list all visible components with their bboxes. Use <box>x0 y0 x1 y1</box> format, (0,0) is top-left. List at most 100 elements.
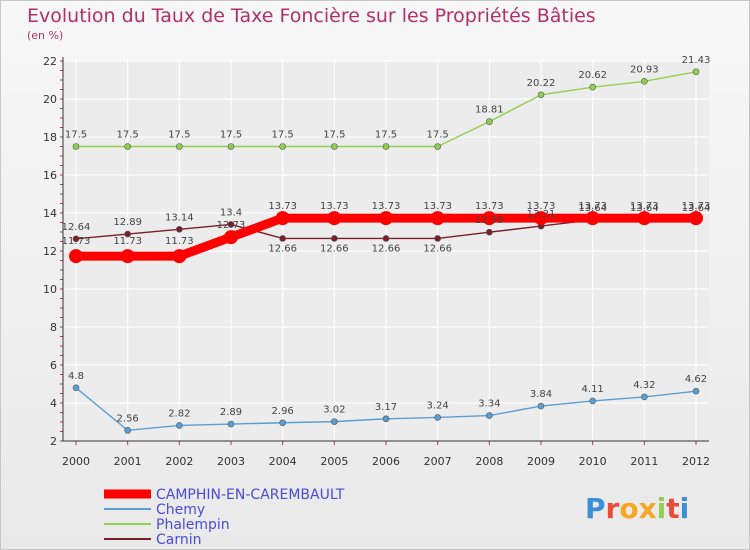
data-label: 17.5 <box>272 130 294 141</box>
legend-label: Phalempin <box>156 517 230 533</box>
data-label: 13.14 <box>165 212 194 223</box>
y-tick-label: 16 <box>43 169 57 182</box>
y-tick-label: 22 <box>43 55 57 68</box>
y-tick-label: 6 <box>50 359 57 372</box>
data-point <box>279 143 286 150</box>
data-point <box>275 211 290 226</box>
proxiti-logo: Proxiti <box>585 492 689 525</box>
data-label: 13.73 <box>630 201 659 212</box>
data-label: 13.64 <box>682 203 711 214</box>
data-label: 12.99 <box>475 215 504 226</box>
data-point <box>692 387 700 395</box>
y-tick-label: 4 <box>50 397 57 410</box>
data-point <box>689 211 703 226</box>
data-label: 13.73 <box>682 201 711 212</box>
data-label: 2.82 <box>168 408 190 419</box>
data-point <box>279 235 286 242</box>
data-point <box>331 418 338 425</box>
data-label: 3.24 <box>427 400 449 411</box>
data-label: 2.56 <box>117 413 139 424</box>
data-label: 13.64 <box>630 203 659 214</box>
y-tick-label: 2 <box>50 435 57 448</box>
data-label: 12.66 <box>268 243 297 254</box>
data-label: 13.64 <box>578 203 607 214</box>
data-point <box>434 143 441 150</box>
data-point <box>124 143 131 150</box>
x-tick-label: 2011 <box>630 455 658 468</box>
data-point <box>434 235 441 242</box>
data-point <box>379 211 393 226</box>
data-label: 4.32 <box>633 380 655 391</box>
data-label: 12.66 <box>423 243 452 254</box>
data-point <box>692 68 700 76</box>
y-tick-label: 14 <box>43 207 57 220</box>
x-tick-label: 2009 <box>527 455 555 468</box>
chart-subtitle: (en %) <box>27 29 64 42</box>
data-label: 18.81 <box>475 105 504 116</box>
data-point <box>124 230 131 238</box>
legend-label: Carnin <box>156 532 202 548</box>
data-point <box>589 397 596 405</box>
data-label: 13.73 <box>268 201 297 212</box>
data-label: 20.62 <box>578 70 607 81</box>
x-tick-label: 2003 <box>217 455 245 468</box>
data-label: 17.5 <box>323 130 345 141</box>
data-label: 13.73 <box>320 201 349 212</box>
data-point <box>585 211 600 226</box>
data-point <box>176 143 183 150</box>
data-point <box>124 427 131 434</box>
data-label: 12.64 <box>62 222 91 233</box>
data-label: 13.73 <box>578 201 607 212</box>
data-point <box>72 235 80 243</box>
data-point <box>382 415 390 423</box>
x-tick-label: 2004 <box>269 455 297 468</box>
data-label: 11.73 <box>62 236 91 247</box>
data-point <box>331 143 338 150</box>
y-tick-label: 12 <box>43 245 57 258</box>
data-label: 13.73 <box>372 201 401 212</box>
data-label: 12.66 <box>372 243 401 254</box>
data-label: 2.96 <box>272 406 294 417</box>
y-tick-label: 8 <box>50 321 57 334</box>
data-point <box>327 211 342 226</box>
x-tick-label: 2005 <box>320 455 348 468</box>
x-tick-label: 2007 <box>424 455 452 468</box>
data-point <box>534 211 548 226</box>
data-label: 12.89 <box>113 217 142 228</box>
data-point <box>430 211 445 226</box>
data-label: 11.73 <box>165 236 194 247</box>
x-tick-label: 2012 <box>682 455 710 468</box>
data-label: 17.5 <box>65 130 87 141</box>
y-tick-label: 18 <box>43 131 57 144</box>
y-tick-label: 10 <box>43 283 57 296</box>
data-point <box>486 228 493 236</box>
data-label: 17.5 <box>168 130 190 141</box>
data-point <box>72 384 80 392</box>
x-tick-label: 2001 <box>114 455 142 468</box>
data-point <box>482 211 497 226</box>
data-label: 13.73 <box>527 201 556 212</box>
data-label: 3.17 <box>375 402 397 413</box>
data-point <box>227 420 235 428</box>
data-point <box>172 249 187 264</box>
data-point <box>227 143 235 150</box>
data-label: 3.34 <box>478 399 500 410</box>
data-label: 13.4 <box>220 207 242 218</box>
data-point <box>537 402 545 410</box>
data-label: 20.93 <box>630 64 659 75</box>
data-point <box>331 235 338 242</box>
data-point <box>224 230 238 245</box>
legend-label: Chemy <box>156 502 205 518</box>
data-label: 2.89 <box>220 407 242 418</box>
data-label: 4.62 <box>685 374 707 385</box>
data-point <box>486 412 493 419</box>
data-label: 13.73 <box>423 201 452 212</box>
data-label: 3.02 <box>323 405 345 416</box>
data-label: 17.5 <box>220 130 242 141</box>
data-label: 4.8 <box>68 371 84 382</box>
data-point <box>227 221 235 228</box>
data-point <box>382 143 390 150</box>
data-label: 20.22 <box>527 78 556 89</box>
x-tick-label: 2002 <box>165 455 193 468</box>
